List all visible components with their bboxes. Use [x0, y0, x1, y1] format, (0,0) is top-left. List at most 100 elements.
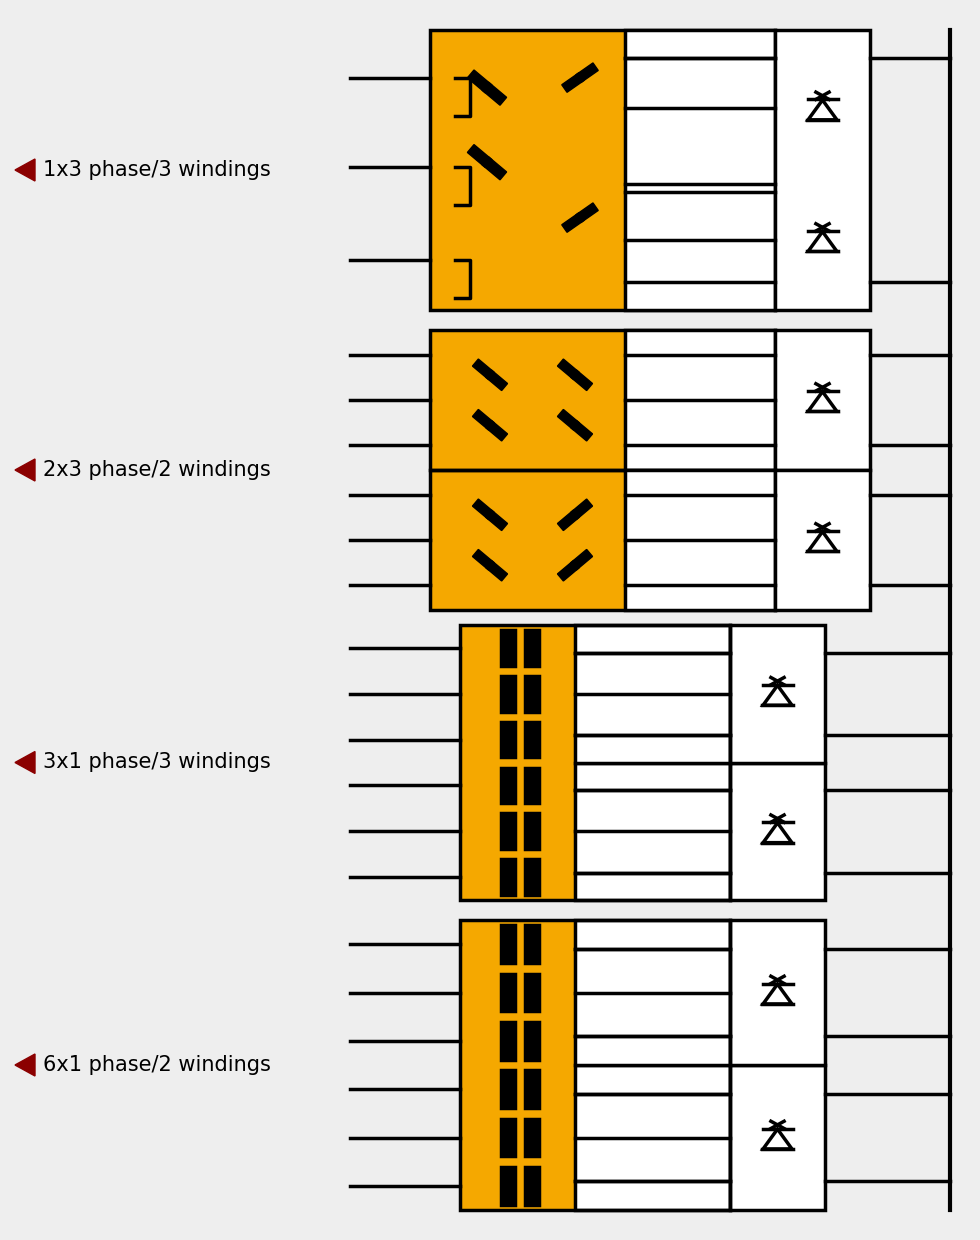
Polygon shape: [558, 560, 579, 582]
Bar: [501, 722, 515, 758]
Bar: [625, 30, 775, 310]
Polygon shape: [575, 63, 598, 83]
Bar: [525, 1167, 539, 1205]
Bar: [575, 1065, 730, 1210]
Bar: [730, 625, 825, 763]
Bar: [501, 859, 515, 895]
Polygon shape: [570, 370, 593, 391]
Polygon shape: [558, 510, 579, 531]
Bar: [525, 676, 539, 712]
Bar: [515, 816, 525, 847]
Polygon shape: [485, 370, 508, 391]
Bar: [515, 1121, 525, 1154]
Bar: [525, 859, 539, 895]
Bar: [525, 1022, 539, 1060]
Polygon shape: [808, 232, 837, 252]
Text: 3x1 phase/3 windings: 3x1 phase/3 windings: [43, 753, 270, 773]
Bar: [515, 678, 525, 709]
Bar: [575, 763, 730, 900]
Polygon shape: [472, 498, 495, 520]
Polygon shape: [472, 360, 495, 379]
Polygon shape: [558, 409, 579, 430]
Bar: [515, 632, 525, 663]
Bar: [775, 30, 870, 310]
Bar: [460, 920, 730, 1210]
Polygon shape: [558, 360, 579, 379]
Bar: [501, 1118, 515, 1157]
Bar: [430, 330, 775, 470]
Polygon shape: [562, 73, 584, 92]
Bar: [501, 1022, 515, 1060]
Bar: [501, 925, 515, 963]
Polygon shape: [472, 549, 495, 570]
Bar: [501, 1070, 515, 1109]
Bar: [501, 676, 515, 712]
Bar: [460, 920, 575, 1210]
Polygon shape: [808, 100, 837, 120]
Bar: [501, 1167, 515, 1205]
Bar: [430, 330, 625, 470]
Bar: [625, 330, 775, 470]
Polygon shape: [482, 82, 507, 105]
Bar: [515, 976, 525, 1009]
Bar: [460, 625, 575, 900]
Bar: [501, 630, 515, 666]
Polygon shape: [763, 1130, 792, 1149]
Bar: [525, 768, 539, 804]
Bar: [430, 470, 625, 610]
Bar: [730, 763, 825, 900]
Bar: [501, 973, 515, 1012]
Bar: [525, 925, 539, 963]
Bar: [515, 1169, 525, 1203]
Polygon shape: [570, 420, 593, 441]
Polygon shape: [763, 686, 792, 706]
Bar: [775, 330, 870, 470]
Bar: [515, 770, 525, 801]
Bar: [515, 862, 525, 893]
Text: 1x3 phase/3 windings: 1x3 phase/3 windings: [43, 160, 270, 180]
Polygon shape: [570, 498, 593, 520]
Polygon shape: [763, 985, 792, 1004]
Polygon shape: [763, 823, 792, 843]
Polygon shape: [15, 459, 35, 481]
Polygon shape: [808, 392, 837, 412]
Polygon shape: [485, 560, 508, 582]
Polygon shape: [570, 549, 593, 570]
Bar: [525, 630, 539, 666]
Bar: [575, 625, 730, 763]
Polygon shape: [15, 159, 35, 181]
Bar: [430, 30, 775, 310]
Polygon shape: [467, 69, 492, 93]
Polygon shape: [575, 203, 598, 222]
Bar: [460, 625, 730, 900]
Polygon shape: [808, 532, 837, 552]
Polygon shape: [562, 213, 584, 232]
Bar: [730, 920, 825, 1065]
Bar: [525, 973, 539, 1012]
Polygon shape: [482, 156, 507, 180]
Bar: [575, 920, 730, 1065]
Bar: [501, 813, 515, 849]
Bar: [525, 1070, 539, 1109]
Bar: [430, 470, 775, 610]
Bar: [501, 768, 515, 804]
Polygon shape: [485, 420, 508, 441]
Bar: [625, 470, 775, 610]
Bar: [515, 1024, 525, 1058]
Text: 6x1 phase/2 windings: 6x1 phase/2 windings: [43, 1055, 270, 1075]
Bar: [515, 1073, 525, 1106]
Polygon shape: [472, 409, 495, 430]
Bar: [515, 724, 525, 755]
Bar: [525, 722, 539, 758]
Polygon shape: [15, 1054, 35, 1076]
Bar: [525, 1118, 539, 1157]
Bar: [775, 470, 870, 610]
Bar: [430, 30, 625, 310]
Polygon shape: [467, 145, 492, 167]
Bar: [730, 1065, 825, 1210]
Text: 2x3 phase/2 windings: 2x3 phase/2 windings: [43, 460, 270, 480]
Bar: [515, 928, 525, 961]
Polygon shape: [15, 751, 35, 774]
Bar: [525, 813, 539, 849]
Polygon shape: [485, 510, 508, 531]
